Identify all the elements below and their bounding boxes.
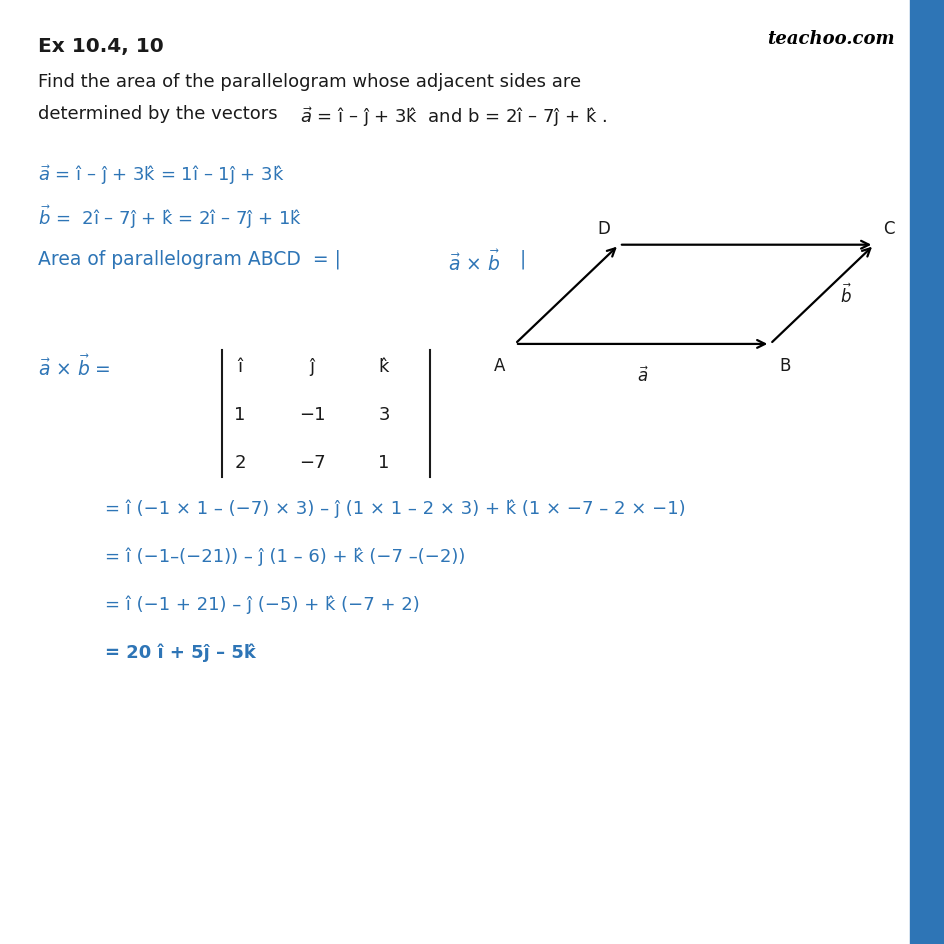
Text: |: | bbox=[519, 250, 526, 269]
Text: $\vec{a}$ = î – ĵ + 3k̂ = 1î – 1ĵ + 3k̂: $\vec{a}$ = î – ĵ + 3k̂ = 1î – 1ĵ + 3k̂ bbox=[38, 162, 284, 187]
Text: 1: 1 bbox=[378, 453, 389, 471]
Text: Area of parallelogram ABCD  = |: Area of parallelogram ABCD = | bbox=[38, 250, 341, 269]
Text: 1: 1 bbox=[234, 406, 245, 424]
Text: 3: 3 bbox=[378, 406, 389, 424]
Text: = î (−1 × 1 – (−7) × 3) – ĵ (1 × 1 – 2 × 3) + k̂ (1 × −7 – 2 × −1): = î (−1 × 1 – (−7) × 3) – ĵ (1 × 1 – 2 ×… bbox=[105, 499, 685, 518]
Text: $\vec{a}$ × $\vec{b}$ =: $\vec{a}$ × $\vec{b}$ = bbox=[38, 355, 110, 379]
Text: Find the area of the parallelogram whose adjacent sides are: Find the area of the parallelogram whose… bbox=[38, 73, 581, 91]
Text: $\vec{b}$: $\vec{b}$ bbox=[839, 283, 851, 307]
Text: k̂: k̂ bbox=[379, 358, 389, 376]
Text: teachoo.com: teachoo.com bbox=[767, 30, 894, 48]
Text: î: î bbox=[237, 358, 243, 376]
Text: C: C bbox=[883, 220, 894, 238]
Text: ĵ: ĵ bbox=[309, 358, 314, 376]
Text: D: D bbox=[597, 220, 610, 238]
Text: A: A bbox=[494, 357, 505, 375]
Text: $\vec{a}$ = î – ĵ + 3k̂  and b = 2î – 7ĵ + k̂ .: $\vec{a}$ = î – ĵ + 3k̂ and b = 2î – 7ĵ … bbox=[299, 105, 606, 128]
Text: Ex 10.4, 10: Ex 10.4, 10 bbox=[38, 37, 163, 56]
Text: = î (−1–(−21)) – ĵ (1 – 6) + k̂ (−7 –(−2)): = î (−1–(−21)) – ĵ (1 – 6) + k̂ (−7 –(−2… bbox=[105, 548, 464, 565]
Text: determined by the vectors: determined by the vectors bbox=[38, 105, 289, 123]
Text: B: B bbox=[779, 357, 790, 375]
Text: = î (−1 + 21) – ĵ (−5) + k̂ (−7 + 2): = î (−1 + 21) – ĵ (−5) + k̂ (−7 + 2) bbox=[105, 596, 419, 614]
Text: −1: −1 bbox=[298, 406, 325, 424]
Text: $\vec{a}$: $\vec{a}$ bbox=[636, 366, 648, 386]
Text: $\vec{b}$ =  2î – 7ĵ + k̂ = 2î – 7ĵ + 1k̂: $\vec{b}$ = 2î – 7ĵ + k̂ = 2î – 7ĵ + 1k̂ bbox=[38, 203, 302, 230]
Text: = 20 î + 5ĵ – 5k̂: = 20 î + 5ĵ – 5k̂ bbox=[105, 643, 256, 662]
Text: $\vec{a}$ × $\vec{b}$: $\vec{a}$ × $\vec{b}$ bbox=[447, 250, 500, 275]
Text: −7: −7 bbox=[298, 453, 325, 471]
Bar bbox=[909, 0, 944, 944]
Text: 2: 2 bbox=[234, 453, 245, 471]
